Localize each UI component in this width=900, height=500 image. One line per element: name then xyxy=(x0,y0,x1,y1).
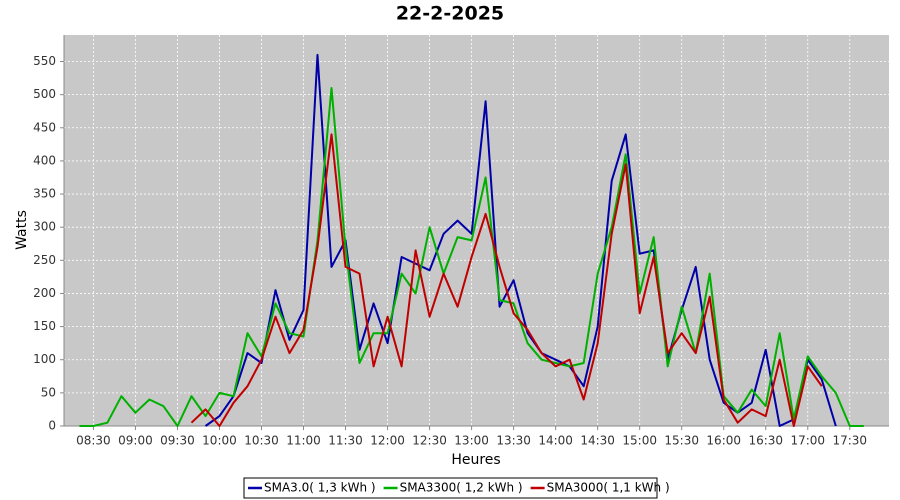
y-tick-label: 300 xyxy=(33,220,56,234)
y-tick-label: 450 xyxy=(33,120,56,134)
x-tick-label: 11:30 xyxy=(328,434,363,448)
y-tick-label: 150 xyxy=(33,319,56,333)
y-axis-label: Watts xyxy=(14,210,30,250)
x-tick-label: 08:30 xyxy=(76,434,111,448)
x-tick-label: 16:00 xyxy=(706,434,741,448)
y-tick-label: 350 xyxy=(33,187,56,201)
x-tick-label: 14:00 xyxy=(538,434,573,448)
legend-label: SMA3000( 1,1 kWh ) xyxy=(547,481,670,495)
y-tick-label: 500 xyxy=(33,87,56,101)
legend xyxy=(243,477,658,499)
plot-area xyxy=(64,35,889,426)
legend-label: SMA3300( 1,2 kWh ) xyxy=(400,481,523,495)
x-tick-label: 17:00 xyxy=(790,434,825,448)
x-tick-label: 15:00 xyxy=(622,434,657,448)
y-tick-label: 400 xyxy=(33,153,56,167)
y-tick-label: 250 xyxy=(33,253,56,267)
y-tick-label: 100 xyxy=(33,352,56,366)
x-tick-label: 12:00 xyxy=(370,434,405,448)
series-line xyxy=(79,87,864,427)
y-tick-label: 200 xyxy=(33,286,56,300)
series-line xyxy=(190,133,823,427)
y-tick-label: 0 xyxy=(48,419,56,433)
chart-title: 22-2-2025 xyxy=(396,3,504,25)
legend-label: SMA3.0( 1,3 kWh ) xyxy=(264,481,376,495)
x-tick-label: 17:30 xyxy=(832,434,867,448)
x-tick-label: 10:30 xyxy=(244,434,279,448)
x-tick-label: 15:30 xyxy=(664,434,699,448)
x-tick-label: 12:30 xyxy=(412,434,447,448)
x-axis-label: Heures xyxy=(451,452,500,468)
x-tick-label: 14:30 xyxy=(580,434,615,448)
x-tick-label: 11:00 xyxy=(286,434,321,448)
x-tick-label: 09:30 xyxy=(160,434,195,448)
x-tick-label: 13:30 xyxy=(496,434,531,448)
y-tick-label: 50 xyxy=(41,385,56,399)
x-tick-label: 10:00 xyxy=(202,434,237,448)
x-tick-label: 13:00 xyxy=(454,434,489,448)
series-line xyxy=(204,53,837,427)
y-tick-label: 550 xyxy=(33,54,56,68)
x-tick-label: 09:00 xyxy=(118,434,153,448)
x-tick-label: 16:30 xyxy=(748,434,783,448)
